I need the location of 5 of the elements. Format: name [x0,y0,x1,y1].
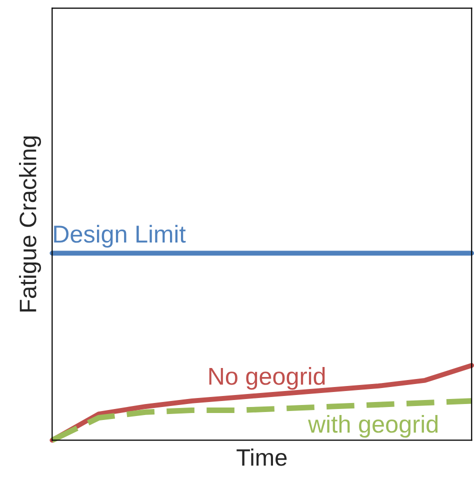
x-axis-title: Time [236,448,287,466]
series-label: with geogrid [308,414,438,438]
y-axis-title: Fatigue Cracking [19,136,42,312]
series-label: No geogrid [209,367,325,390]
series-label: Design Limit [54,224,186,248]
